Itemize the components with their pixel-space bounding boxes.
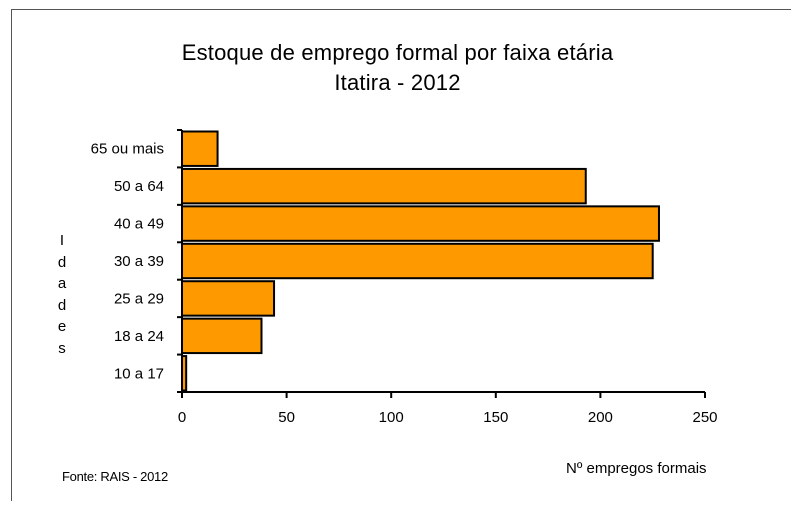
x-axis-label: Nº empregos formais (566, 460, 707, 477)
bar-3 (181, 242, 654, 280)
bar-4 (181, 280, 276, 317)
y-axis-label-letter-0: I (59, 232, 65, 249)
y-axis-label-letter-3: d (57, 296, 67, 314)
source-note: Fonte: RAIS - 2012 (62, 469, 168, 484)
y-tick-label-3: 30 a 39 (114, 253, 164, 270)
y-tick-label-4: 25 a 29 (114, 290, 164, 307)
x-tick-label-2: 100 (379, 409, 404, 426)
chart-frame (11, 9, 791, 501)
y-tick-label-5: 18 a 24 (114, 328, 164, 345)
y-axis-label-letter-1: d (57, 253, 67, 271)
x-tick-label-0: 0 (178, 409, 186, 426)
x-tick-label-5: 250 (692, 409, 717, 426)
y-axis-label-letter-4: e (57, 318, 67, 335)
y-tick-label-2: 40 a 49 (114, 216, 164, 233)
bar-0 (181, 130, 219, 167)
x-tick-label-1: 50 (278, 409, 295, 426)
bar-2 (181, 205, 660, 242)
y-tick-label-0: 65 ou mais (91, 141, 164, 158)
chart-title: Estoque de emprego formal por faixa etár… (181, 40, 614, 65)
y-axis-label-letter-2: a (57, 275, 67, 292)
y-axis-label-letter-5: s (58, 339, 66, 357)
y-tick-label-1: 50 a 64 (114, 178, 164, 195)
x-tick-label-3: 150 (483, 409, 508, 426)
x-tick-label-4: 200 (588, 409, 613, 426)
y-tick-label-6: 10 a 17 (114, 365, 164, 382)
chart-subtitle: Itatira - 2012 (334, 70, 461, 95)
bar-1 (181, 167, 587, 205)
bar-5 (181, 317, 263, 355)
